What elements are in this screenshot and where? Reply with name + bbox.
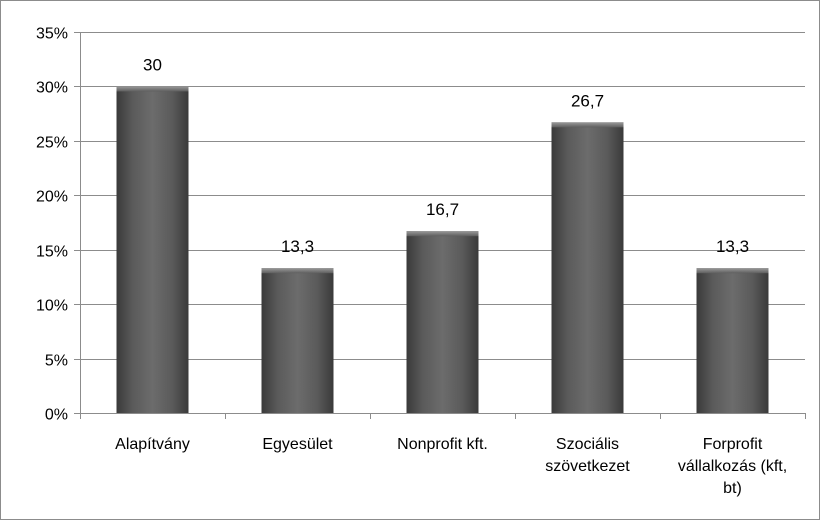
bar bbox=[116, 86, 189, 413]
y-tick-label: 10% bbox=[36, 298, 68, 315]
bar-cap bbox=[261, 268, 334, 274]
category-label-line: szövetkezet bbox=[545, 458, 630, 475]
y-tick-label: 30% bbox=[36, 80, 68, 97]
bar-body bbox=[551, 122, 624, 413]
category-label: Egyesület bbox=[262, 436, 333, 453]
bar-cap bbox=[116, 86, 189, 92]
category-label-line: vállalkozás (kft, bbox=[678, 458, 787, 475]
y-tick-label: 20% bbox=[36, 189, 68, 206]
category-labels: Alapítvány Egyesület Nonprofit kft. Szociál… bbox=[115, 436, 787, 497]
gridlines bbox=[80, 32, 805, 360]
data-label: 13,3 bbox=[716, 237, 749, 256]
category-label-line: Forprofit bbox=[703, 436, 763, 453]
bar bbox=[696, 268, 769, 413]
category-label-line: bt) bbox=[723, 480, 742, 497]
bar-body bbox=[261, 268, 334, 413]
bars bbox=[116, 86, 769, 413]
y-tick-label: 15% bbox=[36, 244, 68, 261]
bar-cap bbox=[551, 122, 624, 128]
category-label-line: Alapítvány bbox=[115, 436, 190, 453]
y-tick-label: 25% bbox=[36, 135, 68, 152]
axes bbox=[74, 32, 806, 419]
y-tick-label: 35% bbox=[36, 26, 68, 43]
bar-body bbox=[696, 268, 769, 413]
y-tick-label: 0% bbox=[45, 407, 68, 424]
data-label: 13,3 bbox=[281, 237, 314, 256]
category-label-line: Szociális bbox=[556, 436, 619, 453]
bar-cap bbox=[406, 231, 479, 237]
category-label: Szociális szövetkezet bbox=[545, 436, 630, 475]
bar-body bbox=[116, 86, 189, 413]
data-label: 26,7 bbox=[571, 91, 604, 110]
y-tick-label: 5% bbox=[45, 353, 68, 370]
y-tick-labels: 0% 5% 10% 15% 20% 25% 30% 35% bbox=[36, 26, 68, 424]
data-labels: 30 13,3 16,7 26,7 13,3 bbox=[143, 55, 749, 256]
category-label: Alapítvány bbox=[115, 436, 190, 453]
bar-cap bbox=[696, 268, 769, 274]
category-label: Nonprofit kft. bbox=[397, 436, 488, 453]
bar bbox=[406, 231, 479, 413]
bar-body bbox=[406, 231, 479, 413]
bar bbox=[551, 122, 624, 413]
data-label: 30 bbox=[143, 55, 162, 74]
category-label-line: Nonprofit kft. bbox=[397, 436, 488, 453]
bar bbox=[261, 268, 334, 413]
category-label: Forprofit vállalkozás (kft, bt) bbox=[678, 436, 787, 497]
data-label: 16,7 bbox=[426, 200, 459, 219]
category-label-line: Egyesület bbox=[262, 436, 333, 453]
